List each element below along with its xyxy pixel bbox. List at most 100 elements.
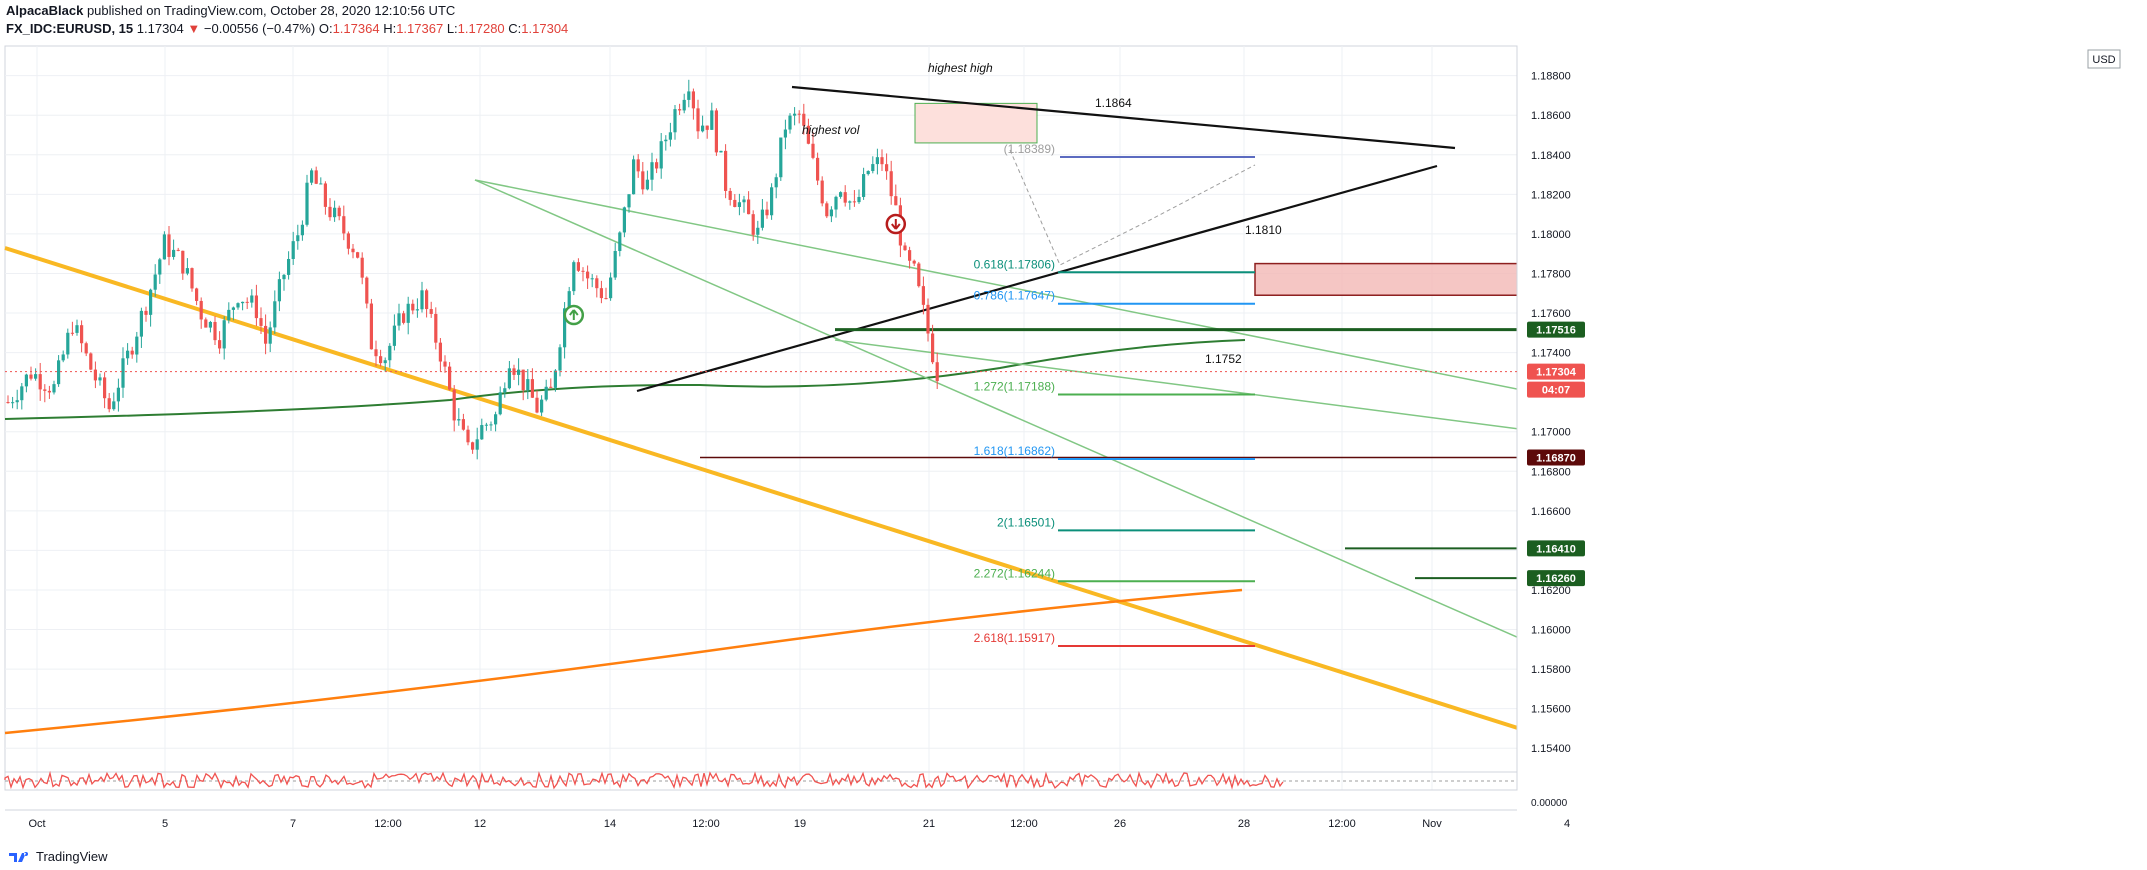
candle-body bbox=[204, 319, 208, 328]
candle-body bbox=[710, 110, 714, 130]
price-tick-label: 1.15400 bbox=[1531, 743, 1571, 755]
symbol-name[interactable]: FX_IDC:EURUSD, 15 bbox=[6, 21, 134, 36]
candle-body bbox=[875, 157, 879, 165]
candle-body bbox=[112, 401, 116, 410]
candle-body bbox=[11, 402, 15, 404]
candle-body bbox=[650, 162, 654, 180]
candle-body bbox=[369, 303, 373, 350]
fib-level-label: 2.618(1.15917) bbox=[974, 631, 1055, 645]
candle-body bbox=[475, 439, 479, 450]
price-axis-background bbox=[1517, 46, 2147, 790]
candle-body bbox=[310, 170, 314, 183]
candle-body bbox=[627, 194, 631, 208]
candle-body bbox=[678, 109, 682, 111]
fib-level-label: 2(1.16501) bbox=[997, 515, 1055, 529]
fib-swing-dashed-line bbox=[1009, 149, 1256, 266]
candle-body bbox=[894, 196, 898, 206]
open-value: 1.17364 bbox=[332, 21, 380, 36]
time-tick-label: 21 bbox=[923, 818, 935, 830]
price-tick-label: 1.15800 bbox=[1531, 664, 1571, 676]
candle-body bbox=[282, 274, 286, 280]
candle-body bbox=[834, 196, 838, 210]
candle-body bbox=[655, 162, 659, 169]
fib-level-label: 1.618(1.16862) bbox=[974, 444, 1055, 458]
candle-body bbox=[319, 183, 323, 185]
candle-body bbox=[783, 129, 787, 138]
candle-body bbox=[402, 313, 406, 323]
author-name[interactable]: AlpacaBlack bbox=[6, 3, 84, 18]
candle-body bbox=[719, 150, 723, 153]
candle-body bbox=[820, 180, 824, 204]
candle-body bbox=[793, 113, 797, 116]
price-tag bbox=[1527, 449, 1585, 466]
oscillator-line bbox=[4, 770, 1284, 791]
price-tick-label: 1.17800 bbox=[1531, 268, 1571, 280]
candle-body bbox=[195, 288, 199, 301]
candle-body bbox=[489, 424, 493, 426]
candle-body bbox=[701, 125, 705, 132]
price-tag-label: 1.17516 bbox=[1536, 325, 1576, 337]
candle-body bbox=[222, 320, 226, 349]
candle-body bbox=[687, 91, 691, 100]
price-tick-label: 1.17000 bbox=[1531, 427, 1571, 439]
candle-body bbox=[254, 295, 258, 319]
chart-grid bbox=[4, 45, 1568, 791]
candle-body bbox=[15, 400, 19, 403]
candle-body bbox=[89, 353, 93, 370]
candle-body bbox=[227, 309, 231, 321]
candle-body bbox=[526, 379, 530, 391]
candle-body bbox=[636, 159, 640, 172]
time-tick-label: 12:00 bbox=[1010, 818, 1038, 830]
candle-body bbox=[494, 414, 498, 425]
candle-body bbox=[728, 190, 732, 200]
candle-body bbox=[917, 263, 921, 287]
candle-body bbox=[452, 389, 456, 421]
price-tag-label: 1.16410 bbox=[1536, 543, 1576, 555]
candle-body bbox=[714, 110, 718, 153]
candle-body bbox=[742, 199, 746, 203]
candle-body bbox=[829, 209, 833, 217]
price-tag bbox=[1527, 570, 1585, 587]
candle-body bbox=[392, 325, 396, 346]
price-tick-label: 1.18200 bbox=[1531, 189, 1571, 201]
fib-extension: 0.618(1.17806) 0.786(1.17647) 1.272(1.1718… bbox=[974, 142, 1255, 647]
candle-body bbox=[397, 313, 401, 326]
tradingview-logo-icon bbox=[9, 851, 28, 862]
low-label: L: bbox=[446, 21, 458, 36]
candle-body bbox=[668, 132, 672, 140]
candle-body bbox=[567, 291, 571, 309]
chart-annotations: highest high highest vol 1.1864 1.1810 1.175… bbox=[563, 61, 1282, 366]
candle-body bbox=[24, 374, 28, 387]
candle-body bbox=[425, 290, 429, 310]
open-label: O: bbox=[318, 21, 333, 36]
candle-body bbox=[765, 209, 769, 216]
candle-body bbox=[268, 327, 272, 344]
candle-body bbox=[576, 262, 580, 271]
last-price: 1.17304 bbox=[136, 21, 184, 36]
price-tick-label: 1.16000 bbox=[1531, 625, 1571, 637]
time-tick-label: Nov bbox=[1422, 818, 1442, 830]
candle-body bbox=[241, 301, 245, 304]
candle-body bbox=[880, 157, 884, 165]
candle-body bbox=[98, 377, 102, 381]
price-tick-label: 1.16800 bbox=[1531, 466, 1571, 478]
candle-body bbox=[434, 313, 438, 343]
candle-body bbox=[857, 196, 861, 203]
candle-body bbox=[388, 345, 392, 361]
price-tick-label: 1.17600 bbox=[1531, 308, 1571, 320]
close-label: C: bbox=[508, 21, 522, 36]
candle-body bbox=[448, 366, 452, 390]
candle-body bbox=[908, 250, 912, 261]
candle-body bbox=[250, 295, 254, 303]
candle-body bbox=[176, 249, 180, 251]
candle-body bbox=[93, 369, 97, 381]
candle-body bbox=[664, 139, 668, 142]
chart-annotation-text: 1.1752 bbox=[1205, 352, 1242, 366]
candle-body bbox=[126, 350, 130, 359]
candle-body bbox=[337, 207, 341, 217]
time-axis: Oct 5 7 12:00 12 14 12:00 19 21 12:00 26 28 12:00 Nov… bbox=[5, 809, 1570, 830]
footer-brand[interactable]: TradingView bbox=[36, 849, 108, 864]
candle-body bbox=[724, 150, 728, 191]
orange-moving-average bbox=[4, 588, 1243, 735]
price-chart[interactable]: 0.618(1.17806) 0.786(1.17647) 1.272(1.1718… bbox=[0, 42, 2147, 838]
